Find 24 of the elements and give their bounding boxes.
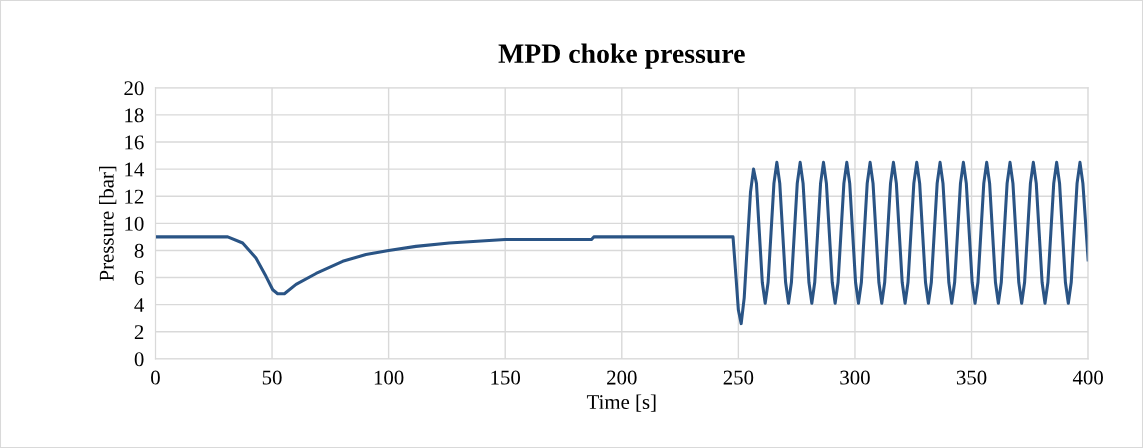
x-tick-label: 50 [262, 370, 282, 385]
x-tick-label: 200 [607, 370, 637, 385]
x-tick-label: 150 [491, 370, 521, 385]
y-tick-label: 4 [134, 298, 145, 312]
y-tick-label: 20 [124, 81, 144, 96]
y-tick-label: 2 [134, 325, 144, 339]
chart-title: MPD choke pressure [498, 43, 745, 69]
y-tick-label: 16 [125, 135, 144, 150]
y-axis-title: Pressure [bar] [99, 166, 117, 281]
y-tick-label: 12 [125, 189, 144, 204]
x-tick-label: 250 [723, 370, 754, 385]
y-tick-label: 8 [134, 243, 144, 258]
x-tick-label: 0 [151, 370, 160, 385]
x-tick-label: 100 [374, 370, 404, 385]
x-tick-label: 350 [956, 370, 987, 385]
y-tick-label: 6 [134, 270, 144, 285]
x-tick-label: 300 [840, 370, 870, 385]
y-tick-label: 14 [125, 162, 145, 177]
x-tick-label: 400 [1072, 370, 1103, 385]
x-axis-title: Time [s] [586, 394, 656, 412]
y-tick-label: 0 [134, 352, 144, 367]
y-tick-label: 18 [125, 108, 144, 123]
line-series [155, 160, 1089, 326]
y-tick-label: 10 [125, 216, 144, 231]
